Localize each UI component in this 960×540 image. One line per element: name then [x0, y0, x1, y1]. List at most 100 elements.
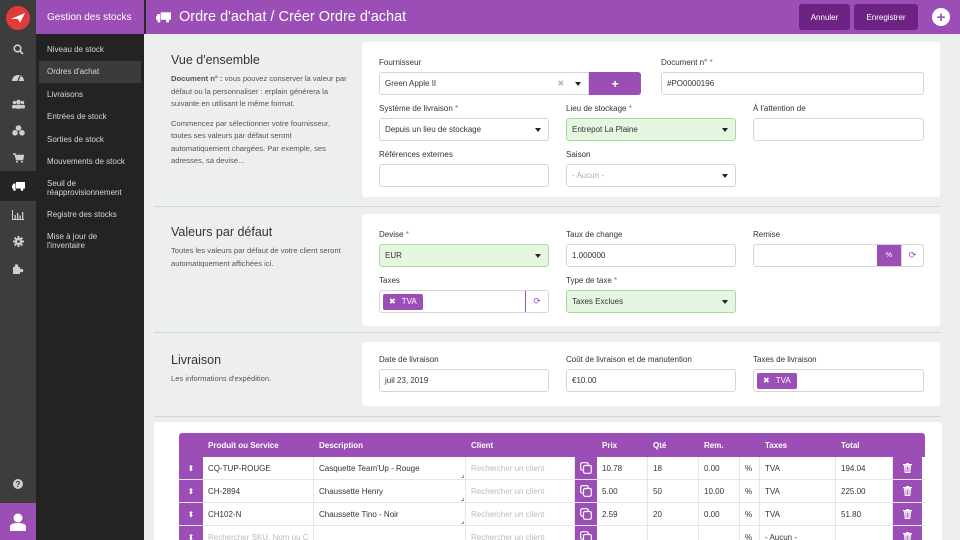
nav-settings[interactable]	[0, 228, 36, 255]
client-input[interactable]: Rechercher un client	[466, 480, 575, 502]
duplicate-row-button[interactable]	[575, 457, 597, 479]
duplicate-row-button[interactable]	[575, 526, 597, 540]
sku-search-input[interactable]: Rechercher SKU, Nom ou C	[203, 526, 314, 540]
sku-input[interactable]: CQ-TUP-ROUGE	[203, 457, 314, 479]
client-input[interactable]: Rechercher un client	[466, 526, 575, 540]
qty-input[interactable]: 50	[648, 480, 699, 502]
client-input[interactable]: Rechercher un client	[466, 503, 575, 525]
duplicate-row-button[interactable]	[575, 480, 597, 502]
tax-select[interactable]: TVA	[760, 480, 836, 502]
subnav-item-inventory-update[interactable]: Mise à jour de l'inventaire	[47, 231, 98, 250]
shipping-title: Livraison	[171, 353, 222, 367]
discount-input[interactable]: 0.00	[699, 457, 740, 479]
subnav-item-stock-entries[interactable]: Entrées de stock	[47, 112, 107, 122]
save-button[interactable]: Enregistrer	[854, 4, 918, 30]
subnav-item-stock-movements[interactable]: Mouvements de stock	[47, 157, 125, 167]
delete-row-button[interactable]	[893, 526, 922, 540]
drag-handle[interactable]: ⬍	[179, 480, 203, 502]
external-refs-input[interactable]	[379, 164, 549, 187]
refresh-discount-button[interactable]: ⟳	[901, 245, 923, 266]
sku-input[interactable]: CH102-N	[203, 503, 314, 525]
discount-input[interactable]: 0.00	[699, 503, 740, 525]
discount-input[interactable]	[699, 526, 740, 540]
subnav-title: Gestion des stocks	[36, 0, 144, 34]
tax-select[interactable]: TVA	[760, 457, 836, 479]
discount-input[interactable]	[754, 245, 877, 266]
shipping-tax-input[interactable]: ✖ TVA	[753, 369, 924, 392]
sku-input[interactable]: CH-2894	[203, 480, 314, 502]
delivery-system-select[interactable]: Depuis un lieu de stockage	[379, 118, 549, 141]
trash-icon	[903, 532, 912, 540]
delete-row-button[interactable]	[893, 480, 922, 502]
tax-select[interactable]: TVA	[760, 503, 836, 525]
qty-input[interactable]: 20	[648, 503, 699, 525]
description-input[interactable]: Chaussette Tino - Noir	[314, 503, 466, 525]
docnum-help-text: vous pouvez conserver la valeur par défa…	[171, 74, 347, 108]
exchange-rate-label: Taux de change	[566, 230, 623, 239]
discount-unit-toggle[interactable]: %	[877, 245, 901, 266]
help-button[interactable]: ?	[0, 472, 36, 496]
tax-select[interactable]: - Aucun -	[760, 526, 836, 540]
app-logo[interactable]	[0, 0, 36, 36]
subnav-item-stock-level[interactable]: Niveau de stock	[47, 44, 104, 54]
season-select[interactable]: - Aucun -	[566, 164, 736, 187]
order-lines-table: Produit ou Service Description Client Pr…	[179, 433, 925, 540]
add-supplier-button[interactable]: +	[589, 72, 641, 95]
remove-tag-icon[interactable]: ✖	[763, 376, 770, 385]
description-input[interactable]: Chaussette Henry	[314, 480, 466, 502]
description-input[interactable]	[314, 526, 466, 540]
refresh-taxes-button[interactable]: ⟳	[525, 291, 548, 312]
line-total	[836, 526, 893, 540]
drag-handle[interactable]: ⬍	[179, 457, 203, 479]
attention-input[interactable]	[753, 118, 924, 141]
delete-row-button[interactable]	[893, 503, 922, 525]
subnav-item-stock-register[interactable]: Registre des stocks	[47, 209, 117, 219]
docnum-input[interactable]: #PO0000196	[661, 72, 924, 95]
tax-tag[interactable]: ✖ TVA	[757, 372, 797, 389]
add-new-button[interactable]: +	[932, 8, 950, 26]
drag-handle[interactable]: ⬍	[179, 526, 203, 540]
subnav-item-deliveries[interactable]: Livraisons	[47, 89, 84, 99]
price-input[interactable]: 10.78	[597, 457, 648, 479]
clear-icon[interactable]: ✖	[557, 79, 565, 88]
price-input[interactable]: 2.59	[597, 503, 648, 525]
qty-input[interactable]	[648, 526, 699, 540]
client-input[interactable]: Rechercher un client	[466, 457, 575, 479]
delivery-date-input[interactable]: juil 23, 2019	[379, 369, 549, 392]
nav-search[interactable]	[0, 36, 36, 63]
discount-input[interactable]: 10.00	[699, 480, 740, 502]
nav-reports[interactable]	[0, 201, 36, 228]
nav-products[interactable]	[0, 117, 36, 144]
chevron-down-icon	[575, 82, 582, 86]
user-account-button[interactable]	[0, 503, 36, 540]
tax-tag[interactable]: ✖ TVA	[383, 293, 423, 310]
subnav-item-reorder-threshold[interactable]: Seuil de réapprovisionnement	[47, 179, 122, 197]
taxes-input[interactable]: ✖ TVA	[380, 291, 525, 312]
nav-contacts[interactable]	[0, 90, 36, 117]
cancel-button[interactable]: Annuler	[799, 4, 850, 30]
tax-type-select[interactable]: Taxes Exclues	[566, 290, 736, 313]
table-row: ⬍ CQ-TUP-ROUGE Casquette Team'Up - Rouge…	[179, 457, 925, 480]
subnav-item-purchase-orders[interactable]: Ordres d'achat	[39, 60, 141, 83]
duplicate-row-button[interactable]	[575, 503, 597, 525]
price-input[interactable]: 5.00	[597, 480, 648, 502]
subnav-item-stock-exits[interactable]: Sorties de stock	[47, 134, 104, 144]
remove-tag-icon[interactable]: ✖	[389, 297, 396, 306]
currency-select[interactable]: EUR	[379, 244, 549, 267]
svg-text:?: ?	[16, 480, 21, 489]
qty-input[interactable]: 18	[648, 457, 699, 479]
nav-integrations[interactable]	[0, 255, 36, 282]
col-product: Produit ou Service	[208, 440, 279, 450]
nav-sales[interactable]	[0, 144, 36, 171]
shipping-cost-input[interactable]: €10.00	[566, 369, 736, 392]
storage-select[interactable]: Entrepot La Plaine	[566, 118, 736, 141]
drag-handle[interactable]: ⬍	[179, 503, 203, 525]
gear-icon	[12, 236, 24, 247]
nav-inventory[interactable]	[0, 171, 36, 201]
price-input[interactable]	[597, 526, 648, 540]
nav-dashboard[interactable]	[0, 63, 36, 90]
description-input[interactable]: Casquette Team'Up - Rouge	[314, 457, 466, 479]
exchange-rate-input[interactable]: 1.000000	[566, 244, 736, 267]
supplier-select[interactable]: Green Apple II ✖	[379, 72, 590, 95]
delete-row-button[interactable]	[893, 457, 922, 479]
